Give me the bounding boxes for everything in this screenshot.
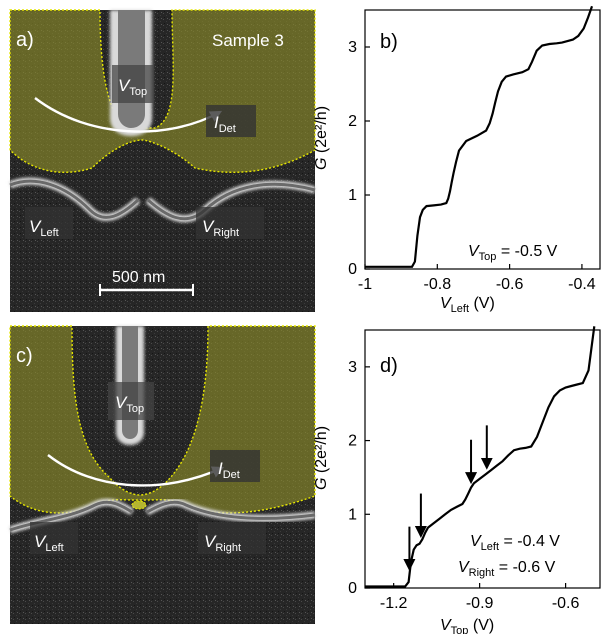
plot-b-curve [365, 5, 594, 268]
panel-b-label: b) [380, 31, 398, 53]
plot-d-ytick-label: 3 [348, 359, 357, 376]
panel-c-label: c) [16, 345, 33, 367]
plot-b-xlabel: VLeft (V) [440, 295, 495, 315]
plot-d-xlabel: VTop (V) [440, 617, 494, 634]
plot-d-ylabel: G (2e²/h) [313, 426, 330, 490]
vright-label-c: VRight [204, 532, 241, 554]
plot-b-frame [364, 9, 601, 270]
plot-b-ytick-label: 3 [348, 39, 357, 56]
plot-d-xtick-label: -0.6 [552, 595, 580, 612]
plot-d-ytick-label: 2 [348, 433, 357, 450]
sem-image-a [8, 9, 316, 312]
vleft-label-c: VLeft [34, 532, 64, 554]
plot-d: -1.2 -0.9 -0.6 0 1 2 3 [348, 326, 601, 612]
plot-d-ytick-label: 0 [348, 580, 357, 597]
plot-d-curve [365, 326, 596, 588]
plot-b-annotation: VTop = -0.5 V [468, 243, 558, 263]
plot-d-frame [364, 329, 601, 589]
vtop-label-a: VTop [118, 76, 147, 98]
plot-b-ytick-label: 2 [348, 113, 357, 130]
plot-b-xtick-label: -0.4 [568, 276, 596, 293]
vtop-label-c: VTop [115, 393, 144, 415]
plot-d-xtick-label: -1.2 [380, 595, 408, 612]
panel-a-label: a) [16, 29, 34, 51]
plot-b: -1 -0.8 -0.6 -0.4 0 1 2 3 [348, 5, 601, 293]
plot-b-xtick-label: -0.6 [496, 276, 524, 293]
plot-b-xtick-label: -1 [358, 276, 372, 293]
vright-label-a: VRight [202, 217, 239, 239]
plot-d-annotation-left: VLeft = -0.4 V [470, 533, 560, 553]
sample-label: Sample 3 [212, 31, 284, 50]
plot-b-ylabel: G (2e²/h) [313, 106, 330, 170]
idet-label-c: IDet [218, 459, 240, 481]
panel-d-label: d) [380, 355, 398, 377]
plot-b-xtick-label: -0.8 [424, 276, 452, 293]
scalebar-label: 500 nm [112, 269, 165, 286]
plot-b-ytick-label: 1 [348, 187, 357, 204]
plot-b-ytick-label: 0 [348, 261, 357, 278]
plot-d-ytick-label: 1 [348, 506, 357, 523]
sem-image-c [8, 325, 316, 624]
idet-label-a: IDet [214, 113, 236, 135]
plot-d-annotation-right: VRight = -0.6 V [458, 559, 556, 579]
vleft-label-a: VLeft [29, 217, 59, 239]
plot-d-xtick-label: -0.9 [466, 595, 494, 612]
